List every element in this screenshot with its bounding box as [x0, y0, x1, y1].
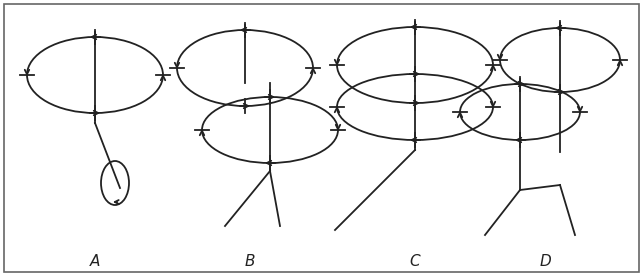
Text: D: D [539, 255, 551, 270]
Text: C: C [410, 255, 421, 270]
Text: B: B [245, 255, 255, 270]
Text: A: A [90, 255, 100, 270]
